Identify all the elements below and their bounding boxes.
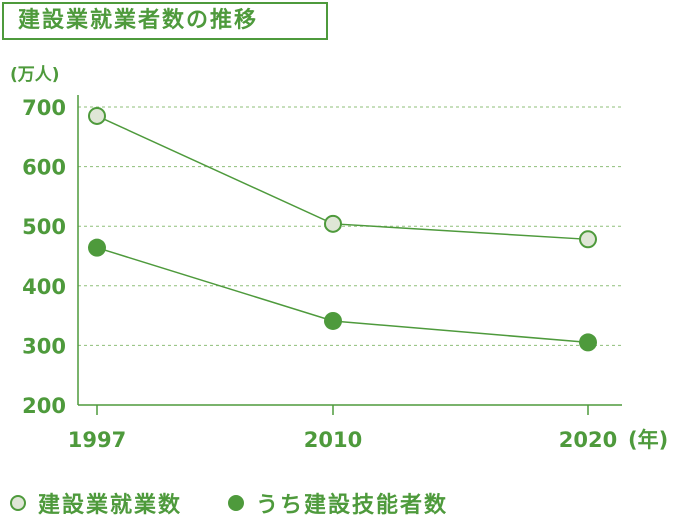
series-line-0 [96, 115, 589, 241]
filled-data-point [579, 333, 597, 352]
x-tick-label: 2020 [559, 428, 617, 452]
series-line-1 [96, 246, 589, 344]
y-axis-unit-label: (万人) [10, 65, 60, 85]
open-circle-icon [10, 495, 26, 511]
filled-circle-icon [228, 495, 245, 511]
tick-labels: 200 300 400 500 600 700 1997 2010 2020 (年) [22, 96, 668, 452]
axes [77, 95, 622, 415]
y-tick-label: 600 [22, 156, 66, 180]
gridlines [78, 106, 622, 346]
open-data-point [579, 230, 597, 249]
open-data-point [88, 106, 106, 125]
x-tick-label: 1997 [68, 428, 126, 452]
legend: 建設業就業数 うち建設技能者数 [10, 488, 494, 518]
legend-label-total: 建設業就業数 [38, 493, 183, 518]
legend-item-skilled: うち建設技能者数 [228, 487, 448, 519]
line-chart: 200 300 400 500 600 700 1997 2010 2020 (年) [22, 95, 668, 452]
filled-data-point [88, 238, 106, 257]
x-tick-label: 2010 [304, 428, 362, 452]
chart-title: 建設業就業者数の推移 [2, 2, 328, 40]
series-lines [96, 115, 589, 344]
y-tick-label: 400 [22, 275, 66, 299]
x-axis-unit-label: (年) [628, 428, 668, 452]
open-data-point [324, 214, 342, 233]
legend-item-total: 建設業就業数 [10, 487, 182, 519]
markers [88, 106, 597, 352]
y-tick-label: 300 [22, 334, 66, 358]
y-tick-label: 500 [22, 215, 66, 239]
y-tick-label: 700 [22, 96, 66, 120]
filled-data-point [324, 311, 342, 330]
legend-label-skilled: うち建設技能者数 [256, 493, 449, 518]
y-tick-label: 200 [22, 394, 66, 418]
